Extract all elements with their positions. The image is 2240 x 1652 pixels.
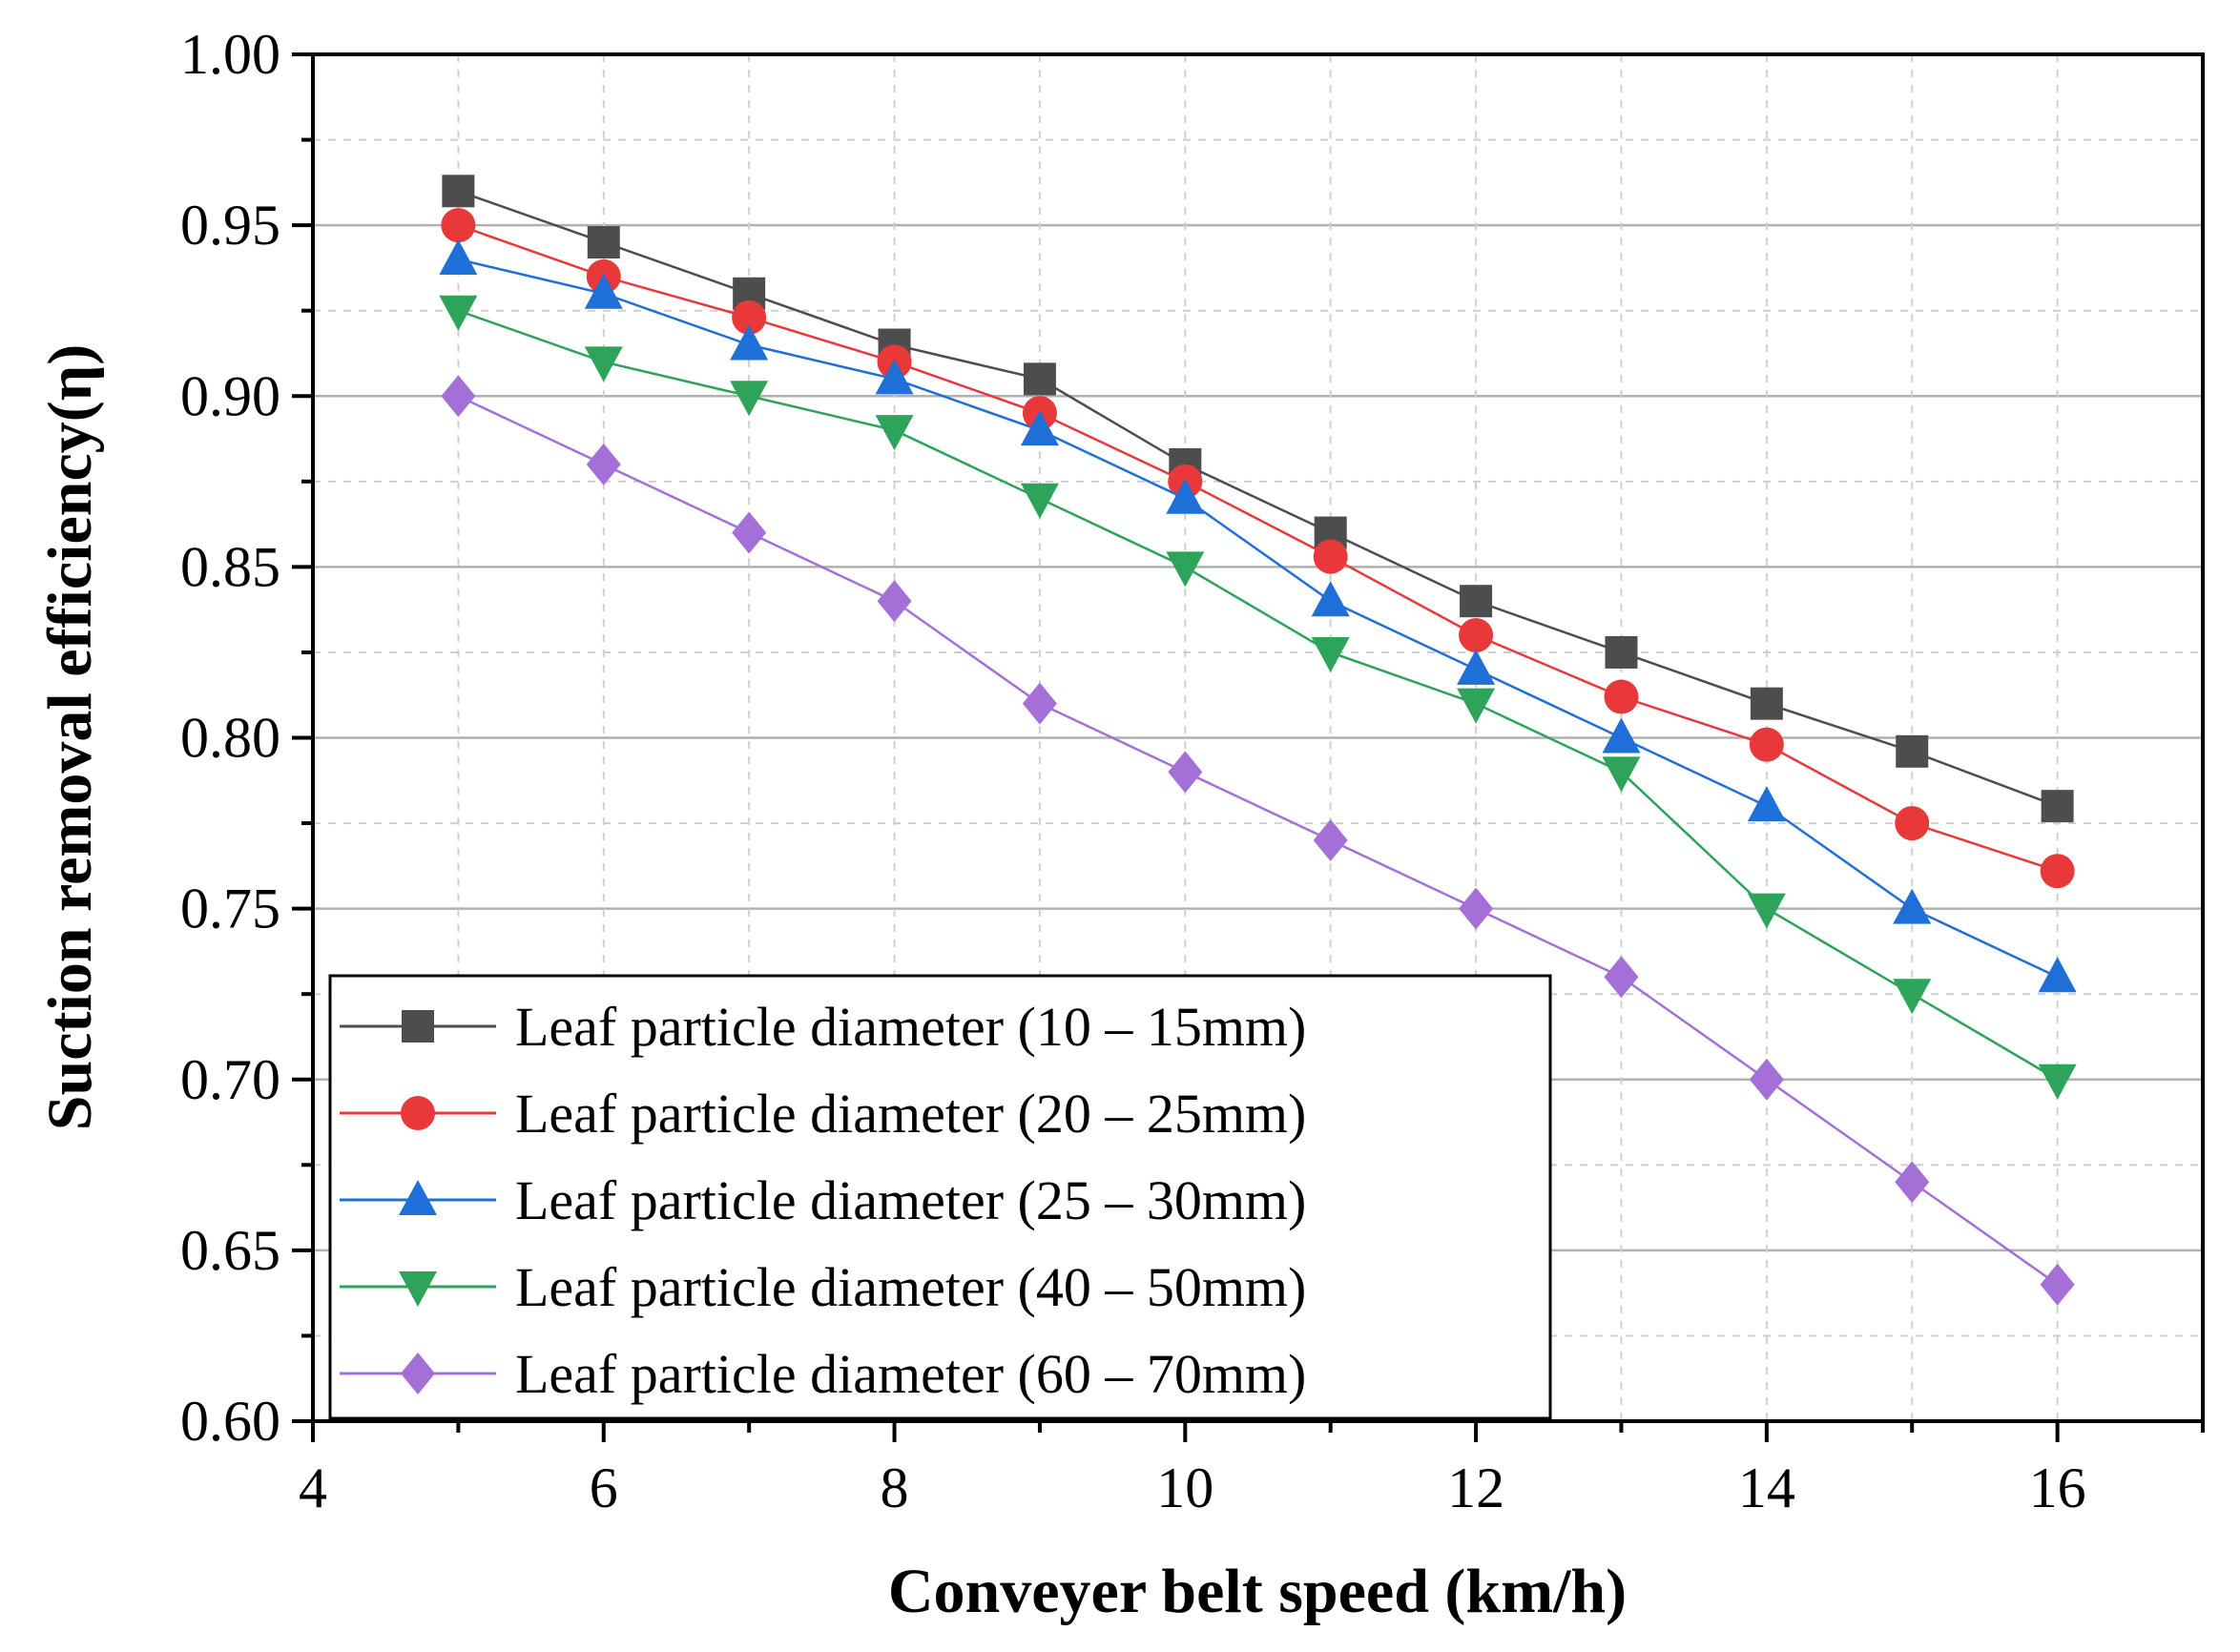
- legend-label: Leaf particle diameter (10 – 15mm): [515, 996, 1306, 1058]
- series-line: [457, 223, 2059, 873]
- data-point-circle: [1604, 679, 1639, 714]
- series-group: [439, 175, 2077, 1306]
- legend-marker-triangle-down: [399, 1271, 437, 1307]
- series-4: [439, 295, 2077, 1100]
- data-point-diamond: [441, 375, 476, 418]
- axes: 4 6 8 10 12 14 16 0.60 0.65 0.70 0.75 0.80 0.85 0.90 0…: [180, 23, 2205, 1519]
- series-line: [457, 309, 2059, 1081]
- data-point-triangle-up: [1602, 717, 1641, 754]
- y-tick-label: 1.00: [180, 23, 280, 86]
- legend-item: Leaf particle diameter (10 – 15mm): [340, 996, 1306, 1058]
- series-line: [457, 190, 2059, 808]
- x-tick-label: 4: [299, 1456, 327, 1519]
- data-point-diamond: [1168, 751, 1203, 794]
- x-tick-label: 14: [1738, 1456, 1795, 1519]
- data-point-diamond: [2040, 1263, 2075, 1306]
- x-axis-label: Conveyer belt speed (km/h): [888, 1557, 1627, 1626]
- data-point-diamond: [1895, 1161, 1930, 1204]
- data-point-triangle-up: [1311, 581, 1350, 617]
- data-point-triangle-up: [584, 273, 623, 309]
- data-point-triangle-down: [1311, 636, 1350, 672]
- data-point-triangle-down: [584, 346, 623, 382]
- x-tick-label: 16: [2029, 1456, 2086, 1519]
- legend-label: Leaf particle diameter (60 – 70mm): [515, 1343, 1306, 1405]
- data-point-triangle-up: [1166, 478, 1205, 514]
- y-tick-label: 0.70: [180, 1048, 280, 1111]
- y-tick-label: 0.85: [180, 535, 280, 598]
- data-point-diamond: [586, 443, 621, 485]
- data-point-triangle-up: [2038, 957, 2077, 993]
- data-point-square: [1896, 734, 1929, 768]
- data-point-diamond: [1749, 1058, 1784, 1101]
- data-point-triangle-up: [730, 324, 769, 361]
- data-point-triangle-down: [1602, 756, 1641, 793]
- data-point-circle: [1895, 806, 1930, 841]
- y-tick-label: 0.60: [180, 1390, 280, 1453]
- data-point-diamond: [1313, 818, 1348, 861]
- y-tick-label: 0.80: [180, 707, 280, 770]
- x-tick-label: 10: [1156, 1456, 1213, 1519]
- data-point-diamond: [1022, 682, 1057, 725]
- legend-marker-square: [402, 1010, 434, 1043]
- data-point-circle: [2040, 854, 2075, 889]
- data-point-triangle-down: [2038, 1063, 2077, 1100]
- x-tick-label: 8: [881, 1456, 909, 1519]
- data-point-triangle-down: [875, 415, 914, 451]
- data-point-triangle-down: [1166, 551, 1205, 588]
- data-point-circle: [441, 208, 476, 243]
- data-point-diamond: [877, 580, 912, 623]
- data-point-square: [2041, 790, 2074, 823]
- y-tick-label: 0.65: [180, 1219, 280, 1282]
- data-point-triangle-up: [875, 359, 914, 395]
- series-5: [441, 375, 2075, 1306]
- data-point-triangle-up: [1893, 888, 1932, 924]
- data-point-square: [1460, 585, 1493, 618]
- data-point-triangle-down: [1020, 483, 1059, 519]
- data-point-triangle-down: [1893, 979, 1932, 1015]
- x-tick-label: 6: [590, 1456, 618, 1519]
- data-point-square: [442, 175, 475, 208]
- y-tick-label: 0.90: [180, 364, 280, 427]
- legend-marker-triangle-up: [399, 1180, 437, 1215]
- legend-item: Leaf particle diameter (25 – 30mm): [340, 1169, 1306, 1231]
- series-line: [457, 395, 2059, 1286]
- data-point-square: [1605, 635, 1638, 669]
- data-point-triangle-up: [439, 238, 478, 275]
- legend-marker-diamond: [401, 1353, 435, 1394]
- data-point-square: [1023, 362, 1056, 396]
- data-point-circle: [1313, 539, 1348, 574]
- data-point-triangle-up: [1457, 649, 1496, 685]
- data-point-square: [1750, 687, 1783, 720]
- data-point-triangle-down: [439, 295, 478, 331]
- x-tick-label: 12: [1447, 1456, 1504, 1519]
- legend: Leaf particle diameter (10 – 15mm) Leaf p…: [328, 974, 1552, 1420]
- legend-label: Leaf particle diameter (20 – 25mm): [515, 1083, 1306, 1145]
- data-point-square: [587, 226, 620, 259]
- data-point-diamond: [732, 511, 767, 554]
- data-point-diamond: [1604, 956, 1639, 999]
- y-tick-label: 0.75: [180, 878, 280, 940]
- data-point-diamond: [1459, 887, 1494, 930]
- data-point-triangle-up: [1020, 410, 1059, 446]
- legend-marker-circle: [401, 1096, 435, 1130]
- series-1: [442, 175, 2074, 823]
- legend-item: Leaf particle diameter (40 – 50mm): [340, 1256, 1306, 1318]
- series-line: [458, 258, 2059, 979]
- series-3: [439, 238, 2077, 993]
- legend-label: Leaf particle diameter (40 – 50mm): [515, 1256, 1306, 1318]
- y-tick-label: 0.95: [180, 194, 280, 257]
- data-point-circle: [732, 299, 767, 335]
- legend-item: Leaf particle diameter (60 – 70mm): [340, 1343, 1306, 1405]
- data-point-circle: [1749, 727, 1784, 762]
- data-point-triangle-down: [1457, 688, 1496, 724]
- data-point-triangle-up: [1747, 786, 1786, 822]
- legend-box: [328, 974, 1552, 1420]
- y-axis-label: Suction removal efficiency(η): [35, 344, 105, 1130]
- legend-item: Leaf particle diameter (20 – 25mm): [340, 1083, 1306, 1145]
- legend-label: Leaf particle diameter (25 – 30mm): [515, 1169, 1306, 1231]
- data-point-circle: [1459, 618, 1494, 653]
- data-point-triangle-down: [730, 381, 769, 417]
- data-point-triangle-down: [1747, 893, 1786, 929]
